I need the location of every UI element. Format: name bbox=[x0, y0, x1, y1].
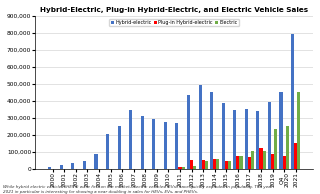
Bar bbox=[202, 160, 205, 169]
Bar bbox=[236, 156, 239, 169]
Bar bbox=[216, 159, 220, 169]
Bar bbox=[205, 160, 208, 169]
Bar bbox=[260, 148, 263, 169]
Bar bbox=[193, 166, 196, 169]
Bar bbox=[83, 160, 86, 169]
Bar bbox=[286, 126, 289, 169]
Bar bbox=[225, 161, 228, 169]
Bar bbox=[239, 156, 243, 169]
Bar bbox=[263, 151, 266, 169]
Bar bbox=[283, 156, 286, 169]
Bar bbox=[94, 154, 98, 169]
Bar bbox=[190, 160, 193, 169]
Bar bbox=[129, 110, 132, 169]
Text: While hybrid electric vehicles (HEVs) were first on the market, electric vehicle: While hybrid electric vehicles (HEVs) we… bbox=[3, 185, 273, 194]
Bar bbox=[271, 153, 274, 169]
Title: Hybrid-Electric, Plug-in Hybrid-Electric, and Electric Vehicle Sales: Hybrid-Electric, Plug-in Hybrid-Electric… bbox=[40, 7, 308, 13]
Bar bbox=[228, 161, 231, 169]
Bar bbox=[248, 157, 251, 169]
Bar bbox=[256, 111, 260, 169]
Bar bbox=[294, 143, 297, 169]
Bar bbox=[251, 151, 254, 169]
Bar bbox=[268, 102, 271, 169]
Bar bbox=[274, 129, 277, 169]
Bar bbox=[152, 120, 155, 169]
Legend: Hybrid-electric, Plug-in Hybrid-electric, Electric: Hybrid-electric, Plug-in Hybrid-electric… bbox=[109, 19, 239, 26]
Bar bbox=[60, 165, 63, 169]
Bar bbox=[71, 163, 74, 169]
Bar bbox=[175, 123, 179, 169]
Bar bbox=[179, 167, 182, 169]
Bar bbox=[106, 134, 109, 169]
Bar bbox=[297, 92, 300, 169]
Bar bbox=[141, 116, 144, 169]
Bar bbox=[198, 85, 202, 169]
Bar bbox=[164, 122, 167, 169]
Bar bbox=[222, 103, 225, 169]
Bar bbox=[48, 167, 51, 169]
Bar bbox=[279, 92, 283, 169]
Bar bbox=[187, 95, 190, 169]
Bar bbox=[182, 167, 185, 169]
Bar bbox=[233, 110, 236, 169]
Bar bbox=[210, 92, 213, 169]
Bar bbox=[117, 126, 121, 169]
Bar bbox=[291, 34, 294, 169]
Bar bbox=[213, 159, 216, 169]
Bar bbox=[245, 109, 248, 169]
